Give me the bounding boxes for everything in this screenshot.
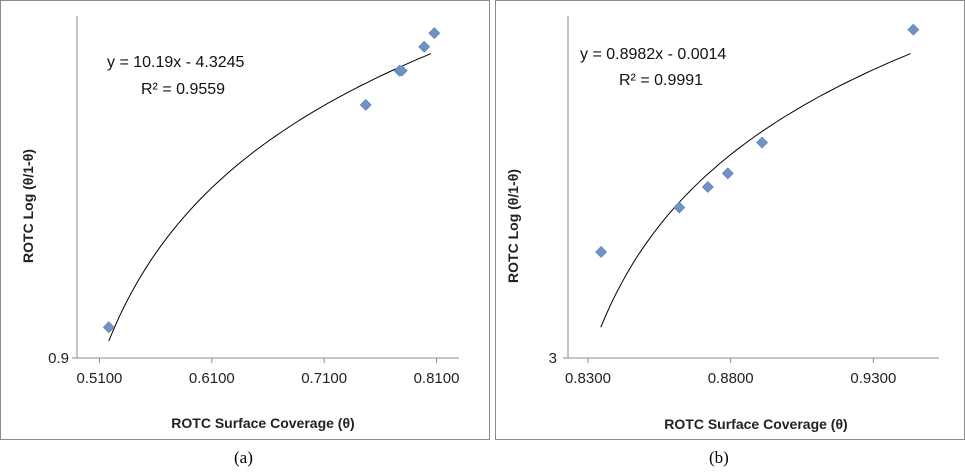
r-squared-label: R² = 0.9991: [619, 72, 703, 89]
x-tick-label: 0.5100: [77, 370, 123, 387]
x-axis-title: ROTC Surface Coverage (θ): [171, 415, 354, 431]
x-tick-label: 0.8300: [565, 370, 611, 387]
data-point: [907, 23, 920, 36]
data-point: [721, 167, 734, 180]
caption-b: (b): [709, 448, 729, 467]
data-point: [595, 246, 608, 258]
chart-a-svg: 0.5100 0.6100 0.7100 0.8100 0.9 ROTC Surface …: [20, 16, 460, 431]
chart-panel-b: 0.8300 0.8800 0.9300 3 ROTC Surface Coverage…: [495, 0, 965, 440]
trendline-equation: y = 10.19x - 4.3245: [107, 54, 245, 71]
data-point: [756, 136, 768, 149]
trendline: [600, 53, 911, 328]
data-point: [701, 181, 714, 193]
y-tick-label: 0.9: [48, 350, 69, 367]
y-axis-title: ROTC Log (θ/1-θ): [20, 149, 36, 263]
x-tick-label: 0.9300: [850, 370, 896, 387]
data-point: [428, 27, 441, 40]
data-point: [359, 98, 372, 111]
data-point: [395, 64, 408, 77]
y-axis-title: ROTC Log (θ/1-θ): [505, 169, 521, 283]
y-tick-label: 3: [549, 350, 557, 367]
data-point: [673, 201, 686, 214]
data-point: [418, 40, 431, 53]
trendline-equation: y = 0.8982x - 0.0014: [580, 46, 726, 63]
x-tick-label: 0.6100: [189, 370, 235, 387]
r-squared-label: R² = 0.9559: [141, 81, 225, 98]
trendline: [108, 53, 432, 342]
chart-panel-a: 0.5100 0.6100 0.7100 0.8100 0.9 ROTC Surface …: [0, 0, 490, 440]
x-axis-title: ROTC Surface Coverage (θ): [664, 416, 847, 432]
x-tick-label: 0.8800: [708, 370, 754, 387]
data-point: [102, 321, 115, 334]
x-tick-label: 0.7100: [301, 370, 347, 387]
x-tick-label: 0.8100: [414, 370, 460, 387]
caption-a: (a): [234, 448, 253, 467]
chart-b-svg: 0.8300 0.8800 0.9300 3 ROTC Surface Coverage…: [505, 16, 939, 432]
